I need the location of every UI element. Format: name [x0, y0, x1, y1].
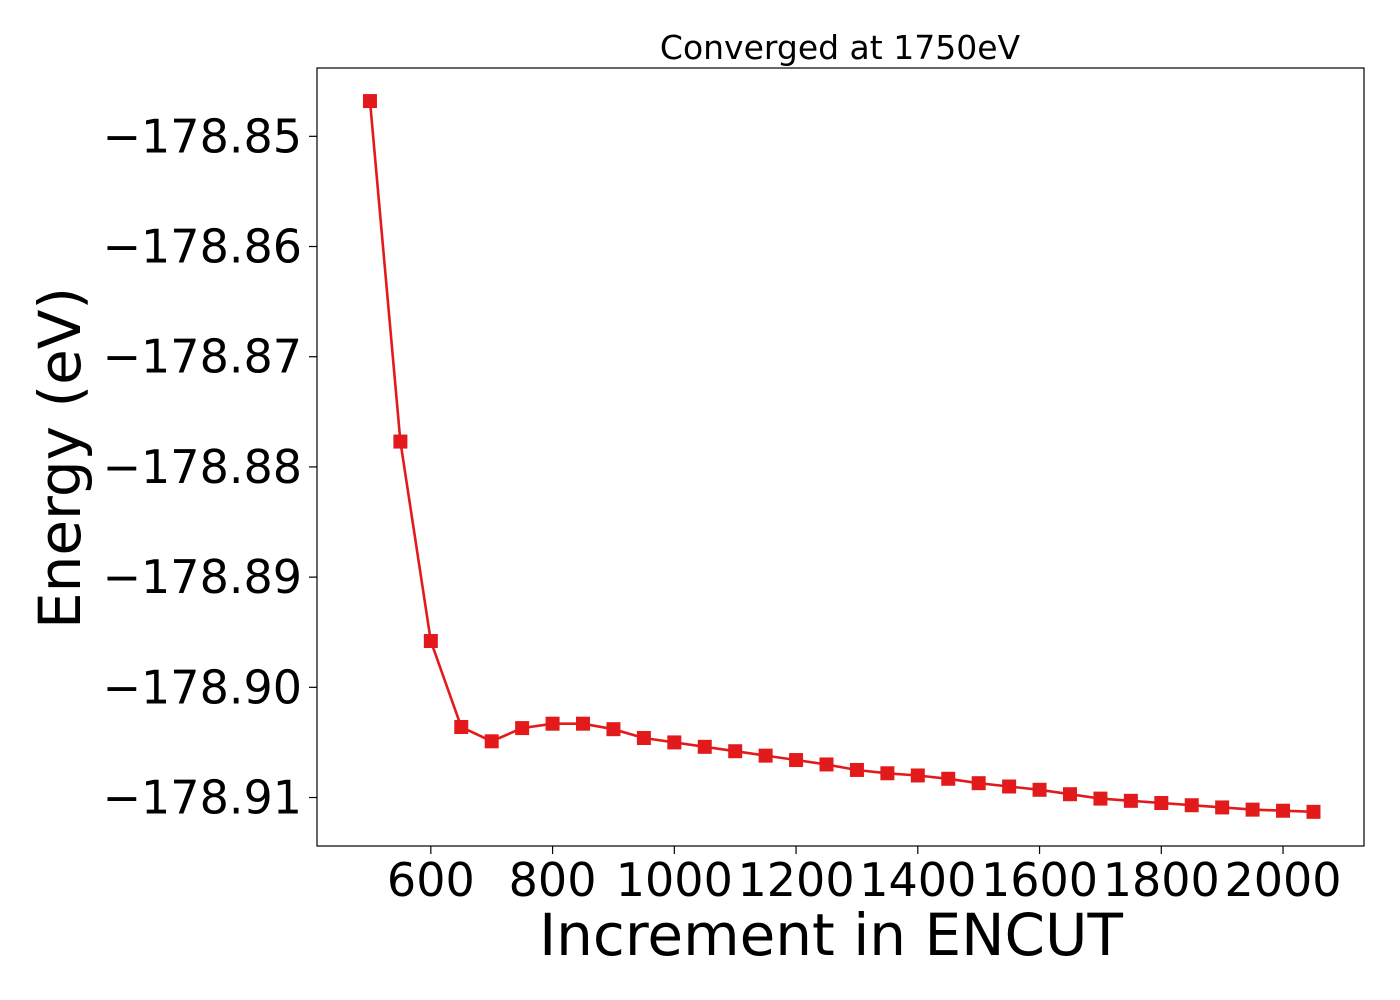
x-tick-label: 1400 [859, 853, 976, 907]
data-point-marker [819, 757, 834, 772]
data-point-marker [393, 434, 408, 449]
data-point-marker [1306, 804, 1321, 819]
data-point-marker [1276, 803, 1291, 818]
data-point-marker [1245, 802, 1260, 817]
chart-title: Converged at 1750eV [660, 28, 1021, 67]
data-point-marker [1062, 787, 1077, 802]
data-point-marker [1154, 796, 1169, 811]
x-axis: 600 800 1000 1200 1400 1600 1800 2000 [387, 846, 1342, 907]
data-point-marker [849, 762, 864, 777]
x-axis-label: Increment in ENCUT [539, 901, 1123, 969]
plot-frame [316, 67, 1365, 847]
plot-area [362, 94, 1321, 819]
data-point-marker [789, 753, 804, 768]
data-point-marker [1093, 791, 1108, 806]
data-point-marker [728, 744, 743, 759]
data-point-marker [362, 94, 377, 109]
y-tick-label: −178.86 [103, 220, 303, 274]
data-point-marker [515, 721, 530, 736]
x-tick-label: 1800 [1103, 853, 1220, 907]
y-tick-label: −178.87 [103, 330, 303, 384]
x-tick-label: 2000 [1225, 853, 1342, 907]
data-point-marker [1184, 798, 1199, 813]
data-point-marker [484, 734, 499, 749]
data-point-marker [910, 768, 925, 783]
data-point-marker [758, 748, 773, 763]
y-tick-label: −178.89 [103, 550, 303, 604]
data-point-marker [1032, 782, 1047, 797]
data-point-marker [1002, 779, 1017, 794]
y-axis: −178.85 −178.86 −178.87 −178.88 −178.89 −178.… [103, 109, 317, 825]
data-point-marker [454, 719, 469, 734]
y-tick-label: −178.85 [103, 109, 303, 163]
y-tick-label: −178.88 [103, 440, 303, 494]
data-point-marker [941, 771, 956, 786]
data-point-marker [606, 722, 621, 737]
x-tick-label: 800 [509, 853, 597, 907]
x-tick-label: 1000 [616, 853, 733, 907]
data-point-marker [1123, 793, 1138, 808]
x-tick-label: 600 [387, 853, 475, 907]
y-axis-label: Energy (eV) [26, 287, 94, 629]
data-point-marker [545, 716, 560, 731]
x-tick-label: 1600 [981, 853, 1098, 907]
y-tick-label: −178.90 [103, 660, 303, 714]
x-tick-label: 1200 [738, 853, 855, 907]
data-point-marker [667, 735, 682, 750]
data-point-marker [636, 731, 651, 746]
y-tick-label: −178.91 [103, 771, 303, 825]
data-point-marker [697, 739, 712, 754]
data-point-marker [880, 766, 895, 781]
series-line [368, 100, 1314, 814]
data-point-marker [576, 716, 591, 731]
data-point-marker [971, 776, 986, 791]
data-point-marker [423, 634, 438, 649]
data-point-marker [1215, 800, 1230, 815]
